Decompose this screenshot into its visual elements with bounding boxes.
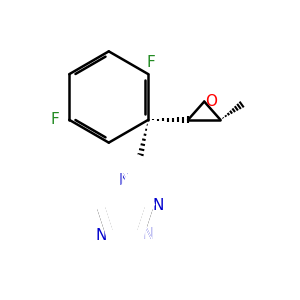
Text: N: N — [119, 173, 131, 188]
Text: N: N — [143, 227, 154, 242]
Text: N: N — [96, 228, 107, 243]
Text: N: N — [143, 227, 154, 242]
Text: O: O — [205, 94, 217, 109]
Text: N: N — [119, 173, 131, 188]
Text: N: N — [119, 173, 130, 188]
Text: F: F — [146, 56, 155, 70]
Text: F: F — [51, 112, 59, 127]
Text: N: N — [152, 198, 164, 213]
